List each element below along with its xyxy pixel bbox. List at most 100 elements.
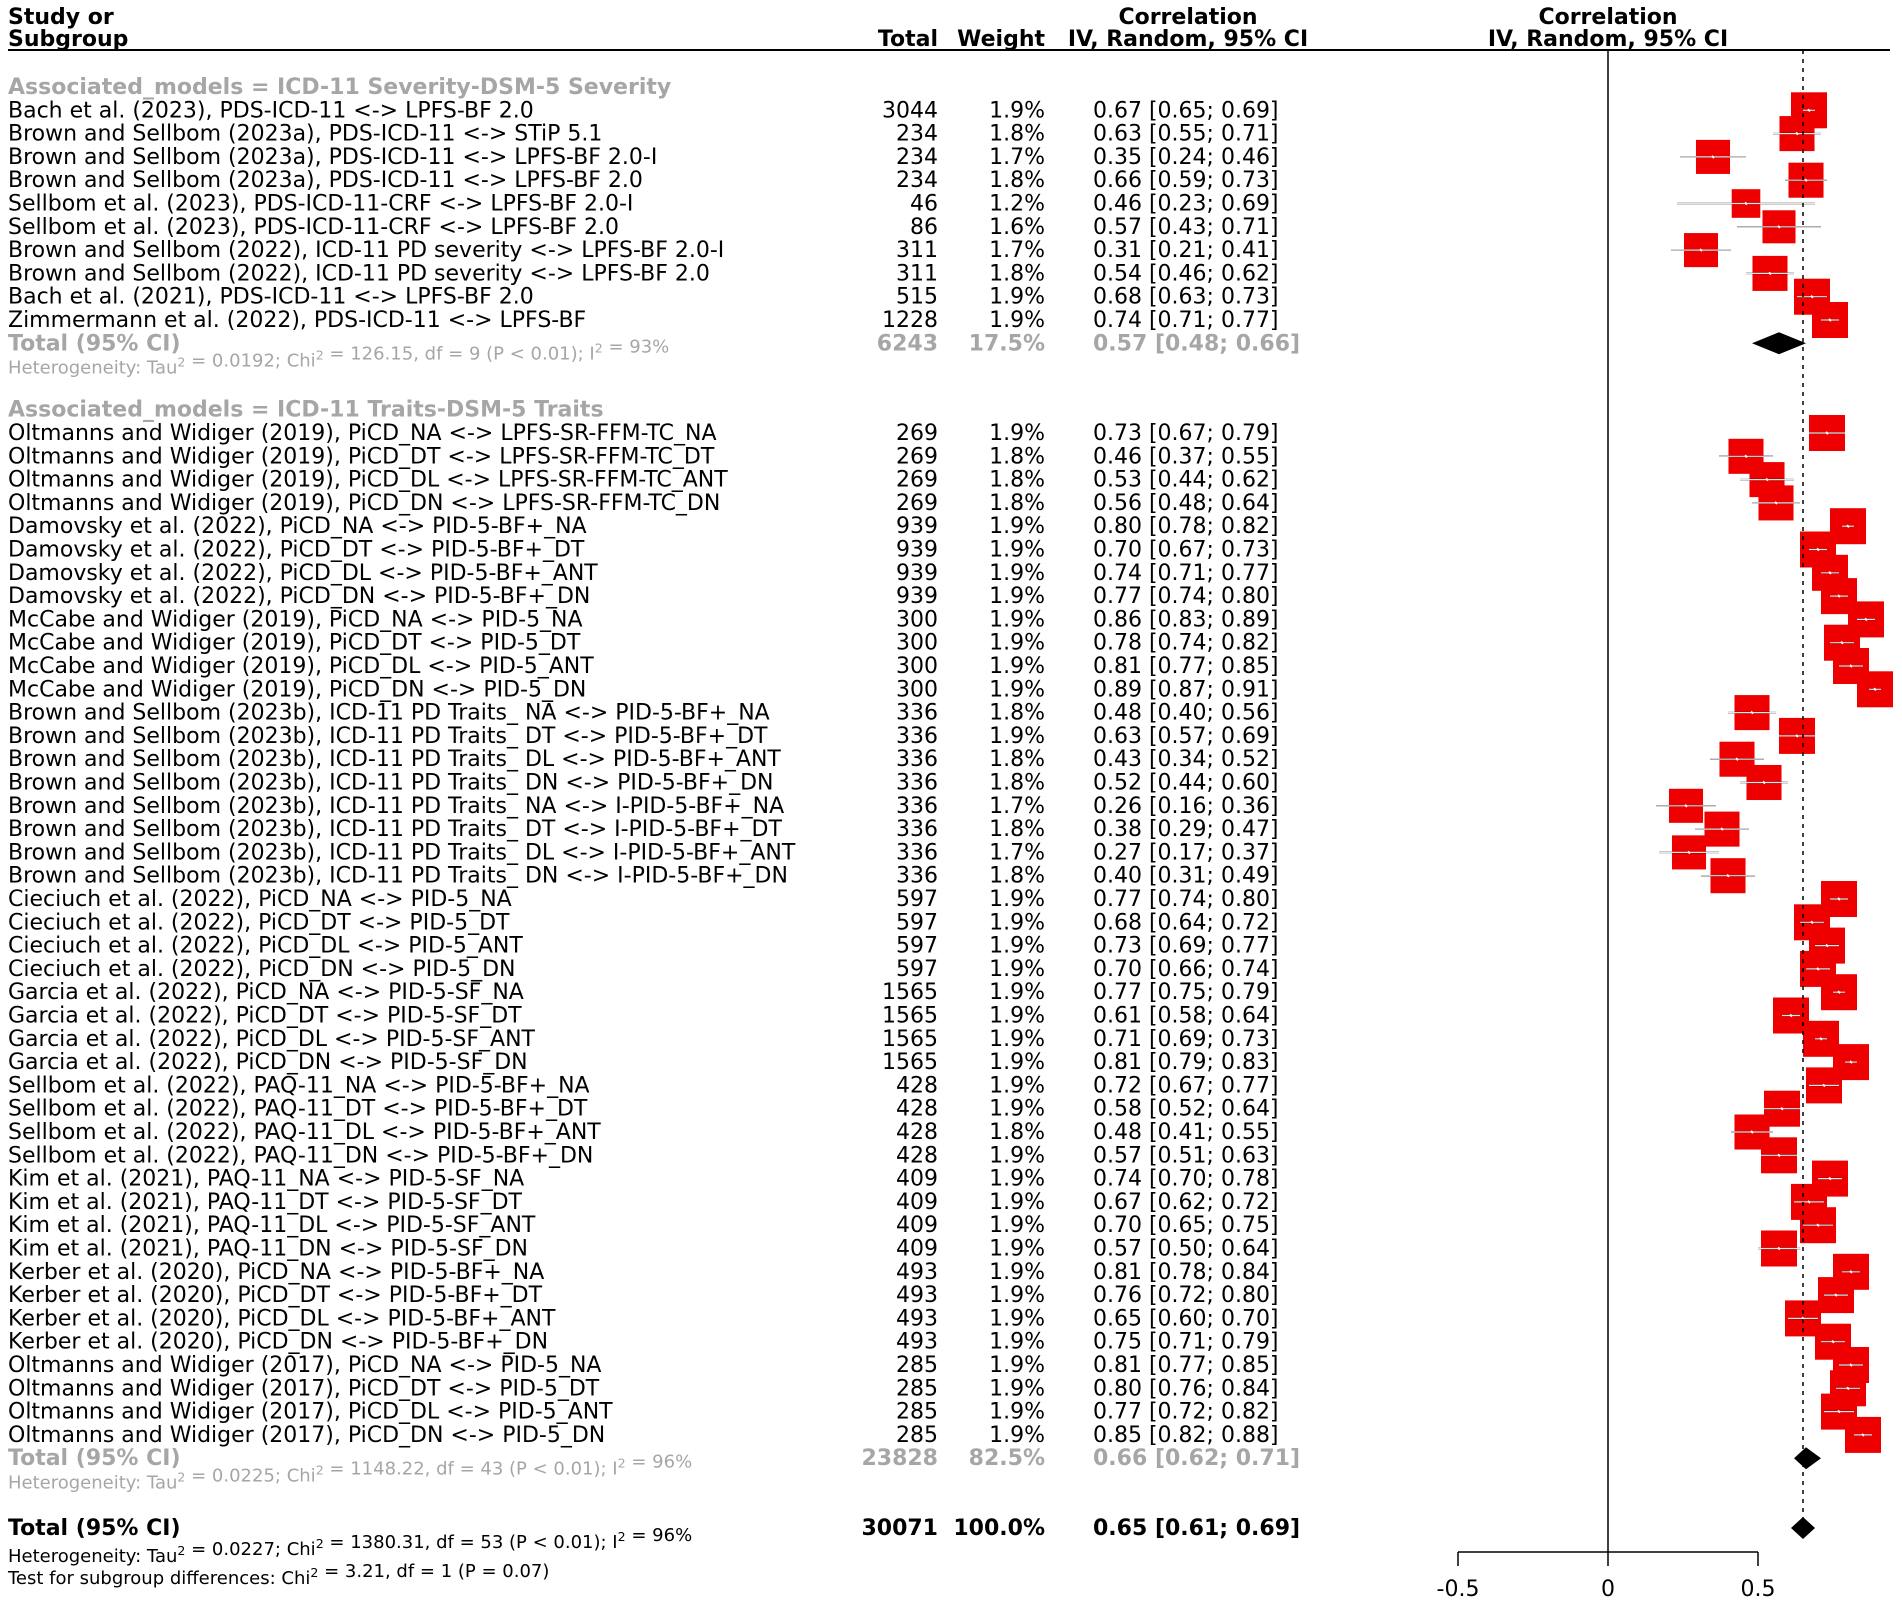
study-total: 86 <box>910 215 938 240</box>
study-ci: 0.46 [0.37; 0.55] <box>1093 444 1279 469</box>
study-total: 46 <box>910 192 938 217</box>
study-name: McCabe and Widiger (2019), PiCD_DL <-> P… <box>8 654 594 679</box>
study-name: Brown and Sellbom (2023b), ICD-11 PD Tra… <box>8 747 781 772</box>
study-point-estimate <box>1699 248 1703 252</box>
header-correlation: Correlation <box>1118 5 1257 30</box>
study-point-estimate <box>1846 1386 1850 1391</box>
study-weight: 1.7% <box>989 840 1045 865</box>
subgroup-heterogeneity: Heterogeneity: Tau2 = 0.0192; Chi2 = 126… <box>8 337 669 379</box>
study-ci: 0.77 [0.75; 0.79] <box>1093 980 1279 1005</box>
header-weight: Weight <box>957 27 1045 52</box>
study-point-estimate <box>1840 640 1844 645</box>
study-total: 285 <box>896 1400 938 1425</box>
study-point-estimate <box>1864 617 1868 622</box>
study-total: 515 <box>896 285 938 310</box>
study-total: 493 <box>896 1306 938 1331</box>
study-ci: 0.71 [0.69; 0.73] <box>1093 1027 1279 1052</box>
study-point-estimate <box>1846 524 1850 528</box>
study-weight: 1.8% <box>989 1120 1045 1145</box>
study-total: 336 <box>896 771 938 796</box>
study-name: Oltmanns and Widiger (2019), PiCD_NA <->… <box>8 421 717 446</box>
study-ci: 0.52 [0.44; 0.60] <box>1093 771 1279 796</box>
header-study: Study or <box>8 5 114 30</box>
x-axis-tick-label: -0.5 <box>1437 1577 1480 1602</box>
study-name: Sellbom et al. (2022), PAQ-11_DT <-> PID… <box>8 1097 588 1122</box>
study-ci: 0.81 [0.77; 0.85] <box>1093 1353 1279 1378</box>
study-ci: 0.89 [0.87; 0.91] <box>1093 677 1279 702</box>
study-name: Kerber et al. (2020), PiCD_DL <-> PID-5-… <box>8 1306 556 1331</box>
study-point-estimate <box>1804 178 1808 182</box>
study-name: Cieciuch et al. (2022), PiCD_DN <-> PID-… <box>8 957 515 982</box>
study-weight: 1.8% <box>989 864 1045 889</box>
study-name: Kerber et al. (2020), PiCD_DT <-> PID-5-… <box>8 1283 543 1308</box>
study-point-estimate <box>1795 131 1799 136</box>
study-point-estimate <box>1873 687 1877 692</box>
study-name: Damovsky et al. (2022), PiCD_DL <-> PID-… <box>8 561 598 586</box>
study-name: Kim et al. (2021), PAQ-11_DL <-> PID-5-S… <box>8 1213 536 1238</box>
study-point-estimate <box>1810 294 1814 299</box>
study-ci: 0.58 [0.52; 0.64] <box>1093 1097 1279 1122</box>
subgroup-diamond <box>1752 332 1806 355</box>
study-ci: 0.53 [0.44; 0.62] <box>1093 468 1279 493</box>
study-total: 409 <box>896 1237 938 1262</box>
study-weight: 1.9% <box>989 980 1045 1005</box>
study-weight: 1.9% <box>989 910 1045 935</box>
study-weight: 1.9% <box>989 1376 1045 1401</box>
study-ci: 0.85 [0.82; 0.88] <box>1093 1423 1279 1448</box>
study-weight: 1.9% <box>989 584 1045 609</box>
study-weight: 1.9% <box>989 887 1045 912</box>
study-total: 336 <box>896 817 938 842</box>
study-name: Sellbom et al. (2022), PAQ-11_DN <-> PID… <box>8 1143 593 1168</box>
study-ci: 0.48 [0.40; 0.56] <box>1093 701 1279 726</box>
study-total: 285 <box>896 1353 938 1378</box>
subgroup-heterogeneity: Heterogeneity: Tau2 = 0.0225; Chi2 = 114… <box>8 1452 692 1494</box>
study-weight: 1.9% <box>989 724 1045 749</box>
study-name: Garcia et al. (2022), PiCD_DT <-> PID-5-… <box>8 1004 522 1029</box>
study-ci: 0.76 [0.72; 0.80] <box>1093 1283 1279 1308</box>
study-point-estimate <box>1828 1176 1832 1181</box>
study-ci: 0.75 [0.71; 0.79] <box>1093 1330 1279 1355</box>
study-ci: 0.61 [0.58; 0.64] <box>1093 1004 1279 1029</box>
study-weight: 1.9% <box>989 1073 1045 1098</box>
subgroup-weight: 17.5% <box>969 331 1045 356</box>
study-name: Brown and Sellbom (2023b), ICD-11 PD Tra… <box>8 724 768 749</box>
study-point-estimate <box>1831 1339 1835 1344</box>
study-point-estimate <box>1765 477 1769 482</box>
study-ci: 0.48 [0.41; 0.55] <box>1093 1120 1279 1145</box>
study-ci: 0.68 [0.63; 0.73] <box>1093 285 1279 310</box>
study-name: Oltmanns and Widiger (2017), PiCD_NA <->… <box>8 1353 601 1378</box>
study-total: 300 <box>896 607 938 632</box>
study-point-estimate <box>1807 108 1811 113</box>
study-point-estimate <box>1828 571 1832 575</box>
study-ci: 0.74 [0.70; 0.78] <box>1093 1167 1279 1192</box>
study-total: 1228 <box>882 308 938 333</box>
study-name: McCabe and Widiger (2019), PiCD_DN <-> P… <box>8 677 586 702</box>
study-weight: 1.9% <box>989 1213 1045 1238</box>
study-ci: 0.54 [0.46; 0.62] <box>1093 261 1279 286</box>
study-ci: 0.57 [0.50; 0.64] <box>1093 1237 1279 1262</box>
study-weight: 1.9% <box>989 285 1045 310</box>
study-total: 269 <box>896 444 938 469</box>
study-point-estimate <box>1768 271 1772 276</box>
study-name: McCabe and Widiger (2019), PiCD_DT <-> P… <box>8 631 581 656</box>
study-ci: 0.40 [0.31; 0.49] <box>1093 864 1279 889</box>
study-weight: 1.9% <box>989 561 1045 586</box>
study-ci: 0.77 [0.74; 0.80] <box>1093 584 1279 609</box>
study-point-estimate <box>1777 1153 1781 1158</box>
study-weight: 1.9% <box>989 631 1045 656</box>
study-point-estimate <box>1816 967 1820 971</box>
study-ci: 0.57 [0.51; 0.63] <box>1093 1143 1279 1168</box>
study-name: Kim et al. (2021), PAQ-11_DT <-> PID-5-S… <box>8 1190 523 1215</box>
x-axis-tick-label: 0.5 <box>1741 1577 1776 1602</box>
study-ci: 0.81 [0.77; 0.85] <box>1093 654 1279 679</box>
subgroup-difference-test: Test for subgroup differences: Chi2 = 3.… <box>7 1561 549 1589</box>
study-weight: 1.9% <box>989 1353 1045 1378</box>
study-total: 234 <box>896 168 938 193</box>
study-total: 1565 <box>882 1027 938 1052</box>
study-total: 1565 <box>882 1050 938 1075</box>
overall-diamond <box>1791 1517 1815 1539</box>
study-ci: 0.73 [0.69; 0.77] <box>1093 934 1279 959</box>
header-plot-correlation: Correlation <box>1538 5 1677 30</box>
study-weight: 1.7% <box>989 794 1045 819</box>
